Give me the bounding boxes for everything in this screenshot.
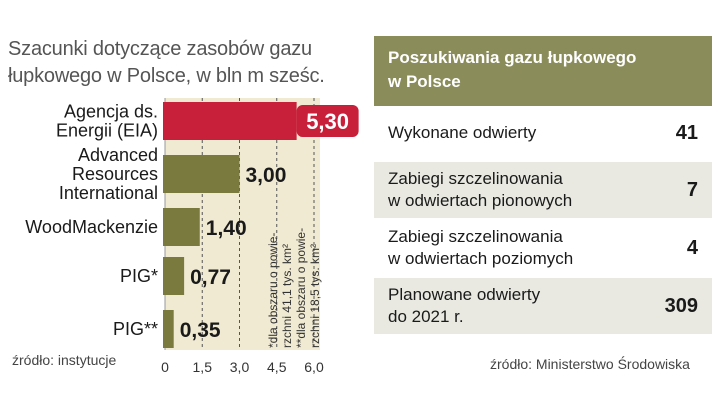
value-label: 3,00	[246, 164, 287, 187]
info-row-label-line: Planowane odwierty	[388, 285, 541, 304]
chart-title-line-1: Szacunki dotyczące zasobów gazu	[8, 38, 312, 60]
value-label: 5,30	[306, 109, 349, 134]
category-label: WoodMackenzie	[25, 217, 158, 237]
footnote-line-1: *dla obszaru o powie-	[266, 232, 280, 348]
value-label: 1,40	[206, 217, 247, 240]
bar	[163, 310, 174, 348]
category-label: Agencja ds.	[64, 102, 158, 122]
x-tick-label: 1,5	[193, 359, 213, 375]
bar	[163, 257, 185, 295]
info-row-label: Planowane odwierty do 2021 r.	[388, 284, 540, 328]
chart-title: Szacunki dotyczące zasobów gazu łupkoweg…	[8, 36, 358, 90]
value-label: 0,35	[180, 319, 221, 342]
info-row-label: Zabiegi szczelinowania w odwiertach pion…	[388, 168, 572, 212]
bar-chart: Agencja ds.Energii (EIA) 5,30 AdvancedReso…	[25, 98, 359, 375]
info-row-value: 309	[664, 294, 698, 317]
info-panel: Poszukiwania gazu łupkowego w Polsce Wyk…	[374, 36, 712, 336]
category-label: PIG*	[120, 266, 158, 286]
info-row-value: 7	[686, 178, 698, 201]
info-row-drilled-wells: Wykonane odwierty 41	[374, 106, 712, 162]
chart-panel: Szacunki dotyczące zasobów gazu łupkoweg…	[8, 36, 359, 375]
info-row-label-line: Wykonane odwierty	[388, 123, 537, 142]
x-tick-label: 3,0	[230, 359, 250, 375]
info-row-planned-wells: Planowane odwierty do 2021 r. 309	[374, 278, 712, 336]
bar	[163, 155, 240, 193]
info-row-vertical-fracking: Zabiegi szczelinowania w odwiertach pion…	[374, 162, 712, 220]
bar	[163, 208, 200, 246]
category-label: International	[59, 183, 158, 203]
x-tick-label: 6,0	[304, 359, 324, 375]
category-label: PIG**	[113, 319, 158, 339]
info-row-label-line: do 2021 r.	[388, 307, 464, 326]
footnote-line-4: rzchni 18,5 tys. km²	[308, 243, 322, 348]
info-row-label-line: Zabiegi szczelinowania	[388, 169, 563, 188]
chart-source: źródło: instytucje	[12, 352, 117, 368]
x-tick-label: 0	[161, 359, 169, 375]
chart-footnote-text: *dla obszaru o powie- rzchni 41,1 tys. k…	[266, 198, 322, 348]
info-row-label: Zabiegi szczelinowania w odwiertach pozi…	[388, 226, 573, 270]
category-label: Resources	[72, 164, 158, 184]
chart-title-line-2: łupkowego w Polsce, w bln m sześc.	[8, 65, 325, 87]
footnote-line-2: rzchni 41,1 tys. km²	[280, 243, 294, 348]
info-panel-header: Poszukiwania gazu łupkowego w Polsce	[374, 36, 712, 106]
info-source: źródło: Ministerstwo Środowiska	[490, 356, 690, 372]
info-row-label-line: w odwiertach pionowych	[388, 191, 573, 210]
info-row-label: Wykonane odwierty	[388, 122, 536, 144]
x-tick-label: 4,5	[267, 359, 287, 375]
category-label: Energii (EIA)	[56, 121, 158, 141]
footnote-line-3: **dla obszaru o powie-	[294, 227, 308, 348]
chart-footnote: *dla obszaru o powie- rzchni 41,1 tys. k…	[266, 198, 340, 348]
info-header-line-2: w Polsce	[388, 72, 461, 91]
value-label-badge	[296, 105, 359, 137]
info-row-label-line: Zabiegi szczelinowania	[388, 227, 563, 246]
bar	[163, 102, 297, 140]
category-label: Advanced	[78, 145, 158, 165]
value-label: 0,77	[190, 266, 231, 289]
info-header-line-1: Poszukiwania gazu łupkowego	[388, 48, 637, 67]
info-row-value: 4	[686, 236, 698, 259]
info-row-horizontal-fracking: Zabiegi szczelinowania w odwiertach pozi…	[374, 220, 712, 278]
info-row-value: 41	[675, 121, 698, 144]
info-row-label-line: w odwiertach poziomych	[388, 249, 574, 268]
